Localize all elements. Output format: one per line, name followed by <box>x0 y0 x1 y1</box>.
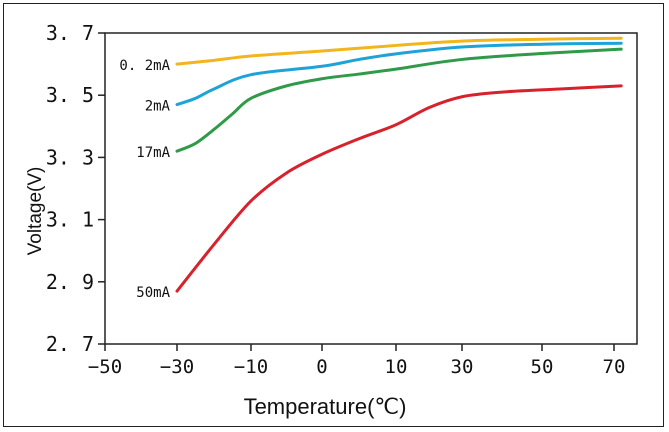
x-tick-label: 50 <box>531 356 554 378</box>
y-tick-label: 3. 5 <box>46 83 94 107</box>
x-tick-label: −30 <box>160 356 194 378</box>
series-line-0-2ma <box>175 36 623 66</box>
x-tick-label: 10 <box>385 356 408 378</box>
x-axis-ticks: −50 −30 −10 0 10 30 50 70 <box>88 344 626 378</box>
series-label-17ma: 17mA <box>136 145 170 161</box>
x-tick-label: −10 <box>234 356 268 378</box>
series-label-2ma: 2mA <box>145 99 171 115</box>
y-axis-ticks: 3. 7 3. 5 3. 3 3. 1 2. 9 2. 7 <box>46 21 105 356</box>
plot-area-frame <box>104 32 638 345</box>
x-tick-label: 0 <box>316 356 327 378</box>
series-line-17ma <box>175 47 623 153</box>
x-tick-label: 70 <box>603 356 626 378</box>
y-tick-label: 2. 7 <box>46 332 94 356</box>
series-line-50ma <box>175 84 623 293</box>
x-tick-label: 30 <box>451 356 474 378</box>
series-line-2ma <box>175 41 623 107</box>
y-tick-label: 3. 7 <box>46 21 94 45</box>
y-tick-label: 2. 9 <box>46 270 94 294</box>
y-tick-label: 3. 1 <box>46 208 94 232</box>
y-axis-title: Voltage(V) <box>25 167 46 256</box>
series-labels: 0. 2mA 2mA 17mA 50mA <box>119 58 170 301</box>
y-tick-label: 3. 3 <box>46 145 94 169</box>
series-label-50ma: 50mA <box>136 285 170 301</box>
figure-frame <box>3 3 664 427</box>
series-lines <box>175 36 623 293</box>
x-tick-label: −50 <box>88 356 122 378</box>
x-axis-title: Temperature(℃) <box>244 394 407 419</box>
series-label-0-2ma: 0. 2mA <box>119 58 170 74</box>
